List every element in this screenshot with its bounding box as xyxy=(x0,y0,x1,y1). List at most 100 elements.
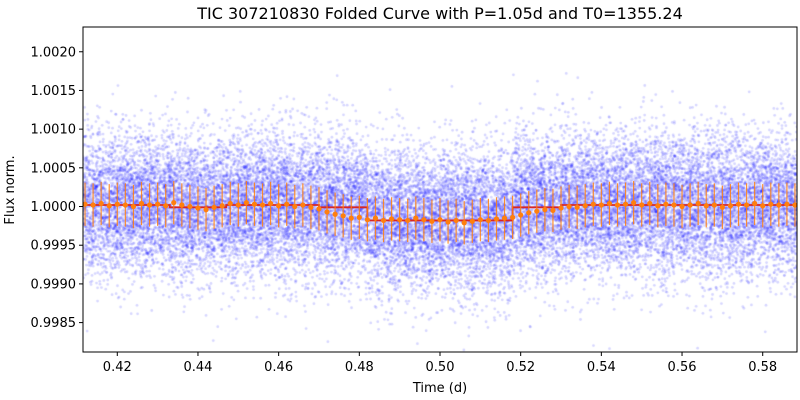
binned-marker xyxy=(477,217,483,223)
binned-point xyxy=(227,181,233,226)
binned-marker xyxy=(364,217,370,223)
binned-marker xyxy=(372,215,379,221)
y-tick-label: 1.0010 xyxy=(31,123,77,138)
binned-marker xyxy=(679,203,685,210)
binned-marker xyxy=(114,201,120,207)
binned-point xyxy=(655,184,661,228)
binned-point xyxy=(485,198,492,243)
binned-point xyxy=(219,184,225,228)
binned-point xyxy=(413,196,419,240)
binned-marker xyxy=(171,200,177,206)
binned-point xyxy=(179,183,185,227)
y-tick-label: 1.0015 xyxy=(31,84,77,99)
binned-point xyxy=(647,181,653,226)
binned-marker xyxy=(735,201,742,207)
binned-marker xyxy=(292,203,298,210)
binned-point xyxy=(195,186,201,230)
binned-marker xyxy=(639,202,645,208)
binned-point xyxy=(477,198,483,242)
binned-marker xyxy=(663,201,669,207)
binned-marker xyxy=(155,201,161,207)
binned-marker xyxy=(397,217,403,223)
y-axis-label: Flux norm. xyxy=(3,155,18,224)
binned-marker xyxy=(300,202,306,208)
binned-point xyxy=(784,182,790,226)
binned-marker xyxy=(752,200,758,207)
binned-point xyxy=(639,183,645,227)
binned-marker xyxy=(485,217,492,224)
binned-point xyxy=(235,183,241,227)
binned-point xyxy=(743,183,750,227)
x-tick-label: 0.46 xyxy=(264,360,293,375)
y-tick-label: 0.9985 xyxy=(31,316,77,331)
binned-point xyxy=(364,198,370,242)
binned-point xyxy=(614,183,621,227)
binned-marker xyxy=(243,200,249,206)
binned-point xyxy=(768,182,774,226)
binned-marker xyxy=(259,202,266,208)
binned-marker xyxy=(534,208,540,214)
binned-point xyxy=(735,182,742,226)
binned-marker xyxy=(90,202,96,208)
binned-point xyxy=(308,185,314,229)
binned-point xyxy=(776,183,782,227)
binned-point xyxy=(300,183,306,227)
binned-point xyxy=(518,193,524,237)
binned-marker xyxy=(703,203,709,209)
binned-point xyxy=(695,181,701,226)
raw-points-cloud xyxy=(83,27,797,352)
binned-marker xyxy=(98,200,104,207)
binned-marker xyxy=(106,203,112,209)
binned-marker xyxy=(582,203,588,209)
binned-point xyxy=(663,182,669,226)
binned-marker xyxy=(768,201,774,207)
binned-marker xyxy=(122,202,128,208)
binned-marker xyxy=(550,207,556,213)
binned-marker xyxy=(711,202,717,208)
binned-points xyxy=(83,180,797,245)
x-tick-label: 0.56 xyxy=(668,360,697,375)
binned-marker xyxy=(510,214,516,220)
binned-marker xyxy=(590,201,596,207)
binned-point xyxy=(114,182,120,226)
binned-point xyxy=(284,182,290,226)
binned-marker xyxy=(284,201,290,207)
binned-point xyxy=(752,181,758,226)
binned-marker xyxy=(340,213,346,219)
binned-marker xyxy=(83,201,88,207)
binned-point xyxy=(276,184,282,228)
binned-marker xyxy=(413,215,419,221)
binned-point xyxy=(687,183,693,227)
binned-point xyxy=(606,181,613,226)
binned-point xyxy=(631,180,637,225)
binned-marker xyxy=(622,201,629,207)
binned-point xyxy=(727,184,734,228)
binned-point xyxy=(679,184,685,229)
binned-point xyxy=(106,184,112,228)
binned-point xyxy=(760,184,766,228)
binned-marker xyxy=(130,203,137,210)
binned-marker xyxy=(631,200,637,206)
x-axis-label: Time (d) xyxy=(412,381,467,396)
binned-marker xyxy=(687,202,693,208)
binned-marker xyxy=(526,210,532,216)
binned-marker xyxy=(606,200,613,207)
binned-point xyxy=(83,182,88,226)
binned-marker xyxy=(461,220,467,226)
binned-point xyxy=(711,183,717,227)
binned-point xyxy=(122,183,128,227)
binned-point xyxy=(163,184,169,228)
binned-point xyxy=(622,182,629,226)
binned-point xyxy=(582,184,588,228)
binned-marker xyxy=(695,200,701,207)
binned-point xyxy=(429,199,435,243)
binned-marker xyxy=(518,212,524,218)
binned-marker xyxy=(566,203,572,210)
binned-marker xyxy=(203,207,209,213)
binned-point xyxy=(558,186,564,230)
binned-marker xyxy=(316,206,322,212)
binned-marker xyxy=(501,215,508,221)
binned-point xyxy=(267,181,274,226)
x-axis: 0.42 0.44 0.46 0.48 0.50 0.52 0.54 0.56 0.58 xyxy=(103,352,777,375)
y-tick-label: 1.0020 xyxy=(31,45,77,60)
